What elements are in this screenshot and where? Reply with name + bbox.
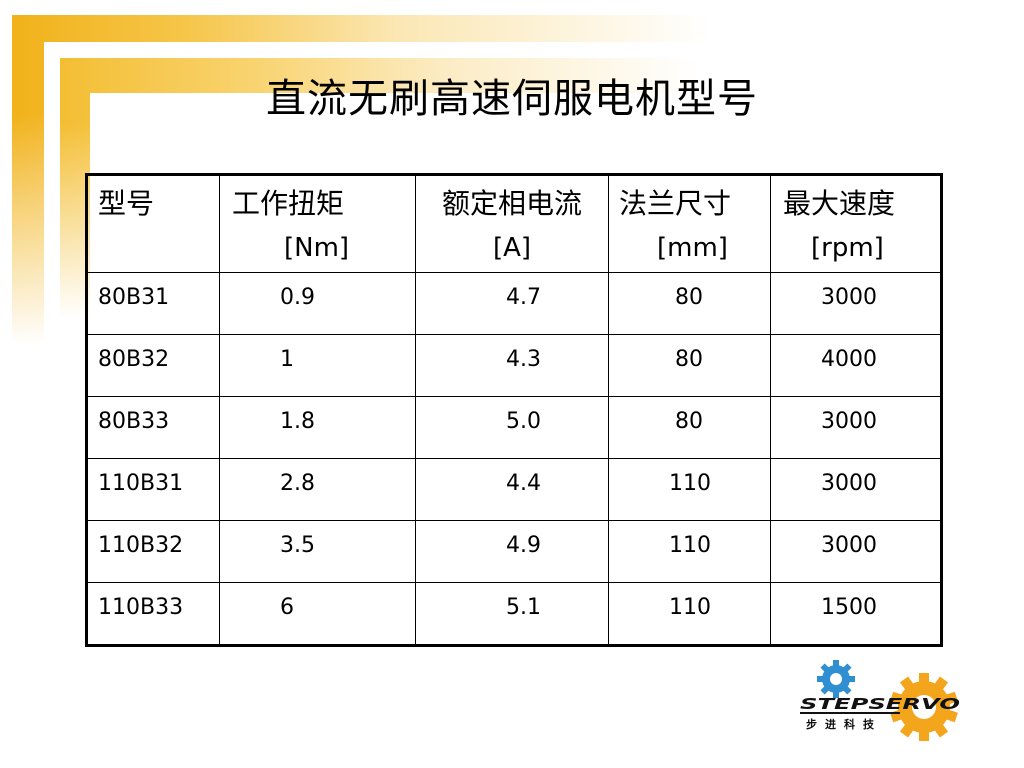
cell-torque: 0.9 [219,272,416,335]
header-model: 型号 [86,174,220,273]
table-row: 80B32 1 4.3 80 4000 [86,334,942,397]
table-row: 110B33 6 5.1 110 1500 [86,582,942,646]
cell-current: 5.0 [415,396,609,459]
slide-title: 直流无刷高速伺服电机型号 [266,76,758,122]
cell-speed: 3000 [770,396,942,459]
logo-wordmark: STEPSERVO [800,695,960,713]
cell-speed: 1500 [770,582,942,646]
cell-model: 80B32 [86,334,220,397]
cell-model: 110B32 [86,520,220,583]
cell-model: 80B31 [86,272,220,335]
stepservo-logo: STEPSERVO [800,660,960,741]
header-speed: 最大速度 [rpm] [770,174,942,273]
cell-speed: 3000 [770,520,942,583]
cell-flange: 80 [608,334,771,397]
cell-torque: 2.8 [219,458,416,521]
table-header-row: 型号 工作扭矩 [Nm] 额定相电流 [A] 法兰尺寸 [mm] 最大速度 [r… [86,174,942,273]
cell-flange: 80 [608,272,771,335]
cell-torque: 1.8 [219,396,416,459]
table-row: 80B33 1.8 5.0 80 3000 [86,396,942,459]
cell-flange: 110 [608,582,771,646]
logo-chinese-name: 步进科技 [806,718,882,731]
table-row: 110B31 2.8 4.4 110 3000 [86,458,942,521]
blue-gear-icon [817,660,855,698]
table-row: 80B31 0.9 4.7 80 3000 [86,272,942,335]
cell-flange: 110 [608,458,771,521]
cell-current: 4.7 [415,272,609,335]
cell-current: 4.4 [415,458,609,521]
cell-flange: 80 [608,396,771,459]
cell-current: 4.9 [415,520,609,583]
cell-torque: 3.5 [219,520,416,583]
cell-speed: 3000 [770,272,942,335]
cell-speed: 4000 [770,334,942,397]
header-flange: 法兰尺寸 [mm] [608,174,771,273]
cell-speed: 3000 [770,458,942,521]
cell-current: 4.3 [415,334,609,397]
motor-spec-table: 型号 工作扭矩 [Nm] 额定相电流 [A] 法兰尺寸 [mm] 最大速度 [r… [85,173,943,647]
cell-torque: 6 [219,582,416,646]
header-torque: 工作扭矩 [Nm] [219,174,416,273]
cell-current: 5.1 [415,582,609,646]
cell-model: 80B33 [86,396,220,459]
table-row: 110B32 3.5 4.9 110 3000 [86,520,942,583]
cell-model: 110B31 [86,458,220,521]
cell-torque: 1 [219,334,416,397]
cell-flange: 110 [608,520,771,583]
cell-model: 110B33 [86,582,220,646]
orange-gear-icon [890,673,958,741]
header-current: 额定相电流 [A] [415,174,609,273]
